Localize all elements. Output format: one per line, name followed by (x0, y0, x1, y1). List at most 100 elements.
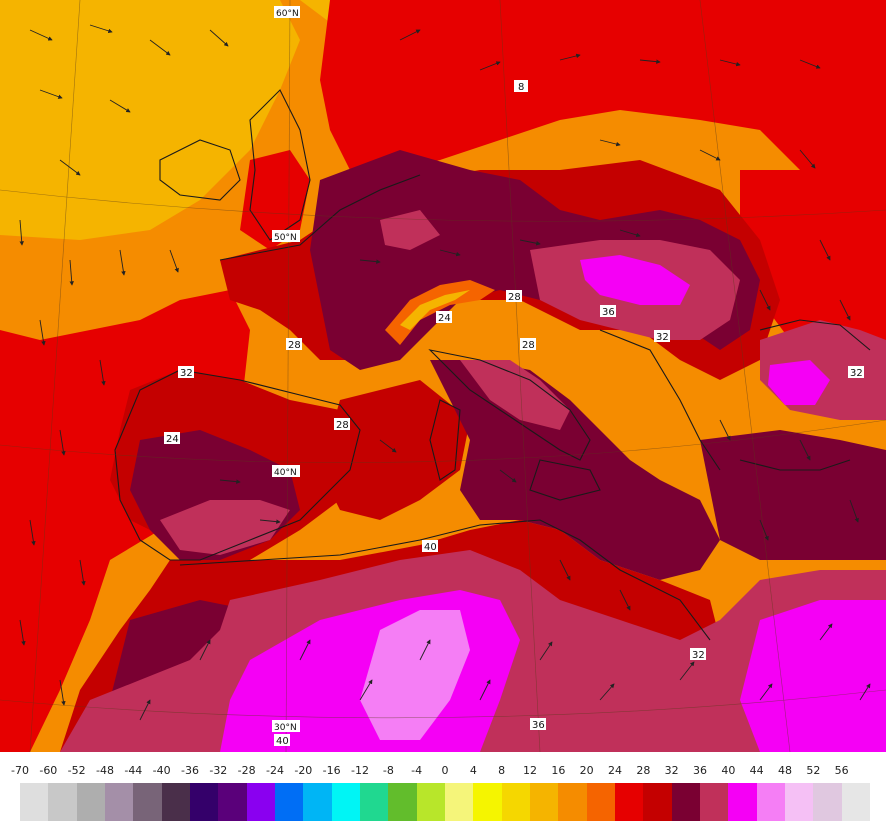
scale-swatch (331, 783, 360, 821)
scale-swatch (586, 783, 615, 821)
field-alps-warm (400, 290, 470, 330)
scale-tick-label: 12 (523, 764, 537, 777)
contour-label: 28 (336, 420, 349, 431)
contour-label: 40 (424, 542, 437, 553)
scale-swatch (303, 783, 332, 821)
scale-tick-label: 20 (579, 764, 594, 777)
field-magenta-sahara-east (740, 600, 886, 752)
scale-swatch (614, 783, 644, 821)
scale-tick-label: 32 (664, 764, 679, 777)
scale-tick-label: 40 (721, 764, 736, 777)
scale-tick-label: 52 (806, 764, 821, 777)
field-alps-cold (385, 280, 495, 345)
scale-swatch (699, 783, 729, 821)
scale-tick-label: 4 (469, 764, 477, 777)
field-pink-italy (460, 360, 570, 430)
scale-swatch (813, 783, 842, 821)
scale-tick-label: -70 (11, 764, 29, 777)
scale-swatch (756, 783, 785, 821)
contour-label: 40 (276, 736, 289, 747)
field-maroon-italy (430, 360, 720, 580)
scale-tick-label: -40 (152, 764, 171, 777)
scale-tick-label: -48 (96, 764, 114, 777)
scale-swatch (416, 783, 445, 821)
scale-tick-label: -8 (382, 764, 394, 777)
latitude-labels: 60°N 50°N 40°N 30°N (272, 6, 300, 733)
scale-swatch (529, 783, 559, 821)
scale-tick-label: -36 (181, 764, 199, 777)
scale-tick-label: -44 (124, 764, 143, 777)
scale-swatch (20, 783, 49, 821)
scale-swatch (76, 783, 105, 821)
field-magenta-balkans (580, 255, 690, 305)
scale-tick-label: -32 (209, 764, 228, 777)
scale-tick-label: -20 (294, 764, 313, 777)
scale-swatch (841, 783, 870, 821)
scale-tick-labels: -70 -60 -52 -48 -44 -40 -36 -32 -28 -24 -20 -16 -12-… (9, 760, 879, 780)
scale-tick-label: 24 (608, 764, 622, 777)
scale-swatch (643, 783, 672, 821)
field-yellow-orange (0, 0, 300, 240)
field-magenta-turkey (768, 360, 830, 405)
scale-tick-label: 56 (834, 764, 849, 777)
scale-swatch (161, 783, 190, 821)
scale-tick-label: 8 (498, 764, 506, 777)
field-pink-iberia (160, 500, 290, 555)
field-maroon-sea-east (700, 430, 886, 560)
field-darkred-africa (60, 520, 720, 752)
scale-swatch (728, 783, 757, 821)
contour-labels: 8 24 28 36 32 32 28 32 24 40 28 28 32 (164, 80, 864, 747)
scale-swatch (558, 783, 587, 821)
scale-swatch (784, 783, 814, 821)
scale-swatch (359, 783, 389, 821)
latitude-label-50n: 50°N (274, 233, 297, 243)
scale-tick-label: 48 (778, 764, 792, 777)
field-pink-alps (380, 210, 440, 250)
contour-label: 32 (180, 368, 193, 379)
latitude-label-30n: 30°N (274, 723, 297, 733)
scale-swatch (246, 783, 275, 821)
field-maroon-sahara-west (110, 600, 250, 700)
temperature-map: 60°N 50°N 40°N 30°N 8 24 28 36 32 32 28 … (0, 0, 886, 752)
contour-label: 32 (692, 650, 705, 661)
scale-swatch (444, 783, 474, 821)
contour-label: 24 (438, 313, 451, 324)
scale-tick-label: -16 (322, 764, 341, 777)
scale-tick-label: 28 (636, 764, 651, 777)
contour-label: 32 (850, 368, 863, 379)
field-lightpink-sahara (360, 610, 470, 740)
contour-label: 28 (288, 340, 301, 351)
scale-tick-label: 0 (441, 764, 449, 777)
scale-swatch (501, 783, 530, 821)
latitude-label-60n: 60°N (276, 9, 299, 19)
scale-swatch (388, 783, 417, 821)
contour-label: 28 (522, 340, 535, 351)
scale-tick-label: -12 (351, 764, 369, 777)
contour-label: 8 (518, 82, 524, 93)
contour-label: 32 (656, 332, 669, 343)
scale-swatch (104, 783, 134, 821)
scale-tick-label: -52 (67, 764, 86, 777)
scale-swatch (48, 783, 77, 821)
scale-tick-label: 36 (693, 764, 707, 777)
scale-tick-label: 16 (551, 764, 566, 777)
scale-tick-label: -60 (39, 764, 58, 777)
coastlines (114, 89, 871, 641)
scale-swatch (473, 783, 502, 821)
scale-swatch (274, 783, 304, 821)
scale-tick-label: -24 (266, 764, 284, 777)
graticule (0, 0, 886, 752)
scale-color-bar (20, 783, 870, 821)
field-red-north (320, 0, 886, 170)
scale-swatch (189, 783, 219, 821)
color-scale-legend: -70 -60 -52 -48 -44 -40 -36 -32 -28 -24 -20 -16 -12-… (0, 760, 886, 830)
contour-label: 28 (508, 292, 521, 303)
scale-swatch (218, 783, 247, 821)
contour-label: 36 (602, 307, 615, 318)
contour-label: 36 (532, 720, 545, 731)
scale-swatch (671, 783, 700, 821)
latitude-label-40n: 40°N (274, 468, 297, 478)
contour-label: 24 (166, 434, 179, 445)
scale-tick-label: -4 (411, 764, 423, 777)
scale-tick-label: 44 (749, 764, 764, 777)
